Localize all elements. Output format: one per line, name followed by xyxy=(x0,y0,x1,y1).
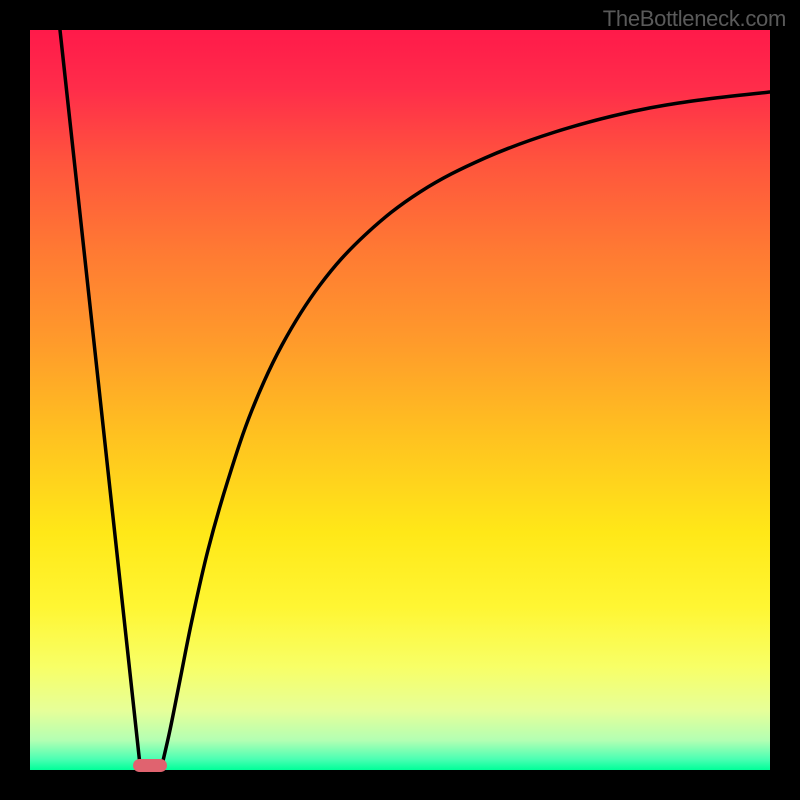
left-curve-line xyxy=(60,30,140,765)
right-curve xyxy=(162,92,770,765)
curve-layer xyxy=(30,30,770,770)
watermark-text: TheBottleneck.com xyxy=(603,6,786,32)
chart-container: TheBottleneck.com xyxy=(0,0,800,800)
plot-area xyxy=(30,30,770,770)
trough-marker xyxy=(133,759,167,772)
